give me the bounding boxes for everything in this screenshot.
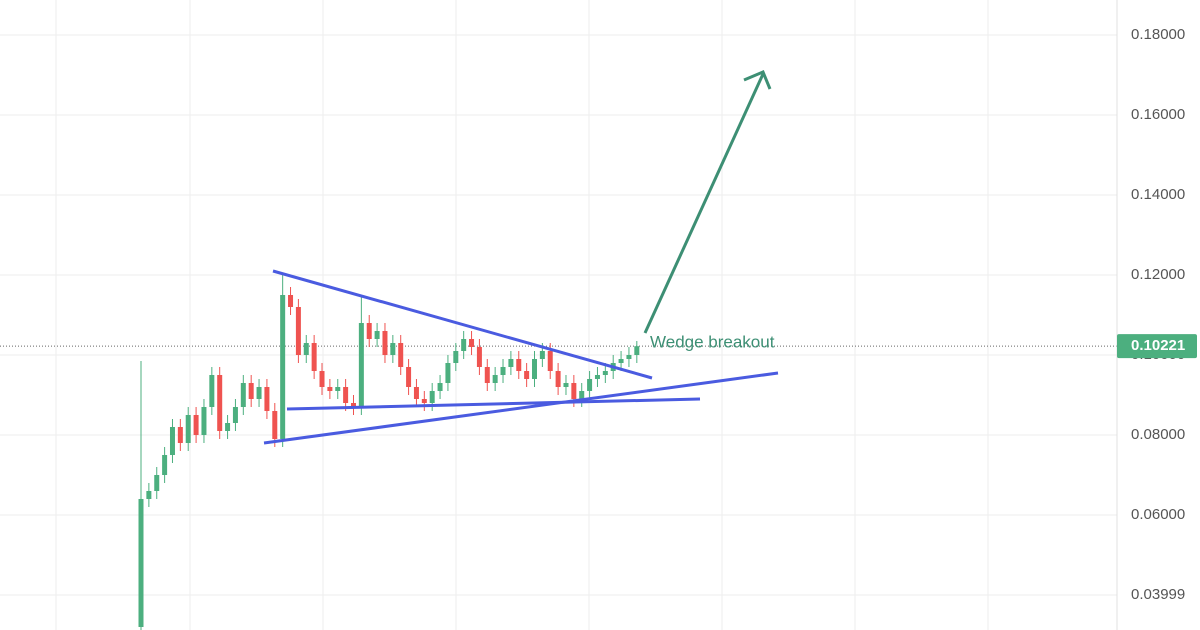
candle-body — [264, 387, 270, 411]
candle-body — [445, 363, 451, 383]
candle-body — [248, 383, 254, 399]
candle-body — [311, 343, 317, 371]
last-price-label: 0.10221 — [1131, 337, 1185, 354]
candle-body — [571, 383, 577, 399]
candle-body — [374, 331, 380, 339]
y-tick-label: 0.03999 — [1131, 586, 1185, 603]
candle-body — [453, 351, 459, 363]
candle-body — [280, 295, 286, 439]
candle-body — [626, 355, 632, 359]
arrow-shaft — [643, 73, 765, 334]
price-axis-labels: 0.180000.160000.140000.120000.100000.080… — [1117, 26, 1197, 603]
candle-body — [524, 371, 530, 379]
candle-body — [335, 387, 341, 391]
y-tick-label: 0.06000 — [1131, 506, 1185, 523]
candle-body — [288, 295, 294, 307]
candle-body — [563, 383, 569, 387]
candle-body — [232, 407, 238, 423]
y-tick-label: 0.18000 — [1131, 26, 1185, 43]
candle-body — [406, 367, 412, 387]
candle-body — [508, 359, 514, 367]
candle-body — [146, 491, 152, 499]
candle-body — [303, 343, 309, 355]
candle-body — [539, 351, 545, 359]
vertical-grid — [55, 0, 989, 630]
trendlines — [263, 70, 779, 445]
y-tick-label: 0.12000 — [1131, 266, 1185, 283]
candle-body — [484, 367, 490, 383]
candle-body — [177, 427, 183, 443]
candle-body — [327, 387, 333, 391]
candle-body — [532, 359, 537, 379]
candle-body — [225, 423, 231, 431]
candle-body — [516, 359, 522, 371]
candle-body — [492, 375, 498, 383]
trendline — [272, 269, 653, 380]
candle-body — [500, 367, 506, 375]
candle-body — [437, 383, 443, 391]
candle-body — [413, 387, 419, 399]
candle-body — [390, 343, 396, 355]
y-tick-label: 0.14000 — [1131, 186, 1185, 203]
candle-body — [169, 427, 175, 455]
candle-body — [162, 455, 168, 475]
candle-body — [240, 383, 246, 407]
candle-body — [209, 375, 215, 407]
last-price-badge — [1117, 334, 1197, 359]
candle-body — [217, 375, 223, 431]
candle-body — [429, 391, 435, 403]
candle-body — [272, 411, 278, 439]
candle-body — [138, 499, 144, 627]
candle-body — [602, 371, 608, 375]
candle-body — [555, 371, 561, 387]
candle-body — [343, 387, 349, 403]
candle-body — [358, 323, 364, 407]
candle-body — [461, 339, 467, 351]
candle-body — [185, 415, 191, 443]
candle-body — [350, 403, 356, 407]
candle-body — [398, 343, 404, 367]
trendline — [286, 397, 701, 411]
candle-body — [579, 391, 585, 399]
candle-body — [421, 399, 427, 403]
candle-body — [587, 379, 593, 391]
candle-body — [193, 415, 199, 435]
candle-body — [256, 387, 262, 399]
arrow-head — [743, 70, 772, 90]
candle-body — [618, 359, 624, 363]
y-tick-label: 0.16000 — [1131, 106, 1185, 123]
y-tick-label: 0.08000 — [1131, 426, 1185, 443]
candle-body — [366, 323, 372, 339]
candle-body — [634, 346, 640, 355]
annotation: Wedge breakout — [650, 332, 775, 351]
candle-body — [547, 351, 553, 371]
trendline — [263, 371, 779, 445]
price-axis — [1117, 0, 1200, 630]
candle-body — [382, 331, 388, 355]
candle-body — [594, 375, 600, 379]
candle-body — [319, 371, 325, 387]
candle-body — [201, 407, 207, 435]
candle-body — [154, 475, 160, 491]
candle-body — [476, 347, 482, 367]
candle-body — [469, 339, 475, 347]
candle-body — [295, 307, 301, 355]
candles — [138, 275, 640, 630]
